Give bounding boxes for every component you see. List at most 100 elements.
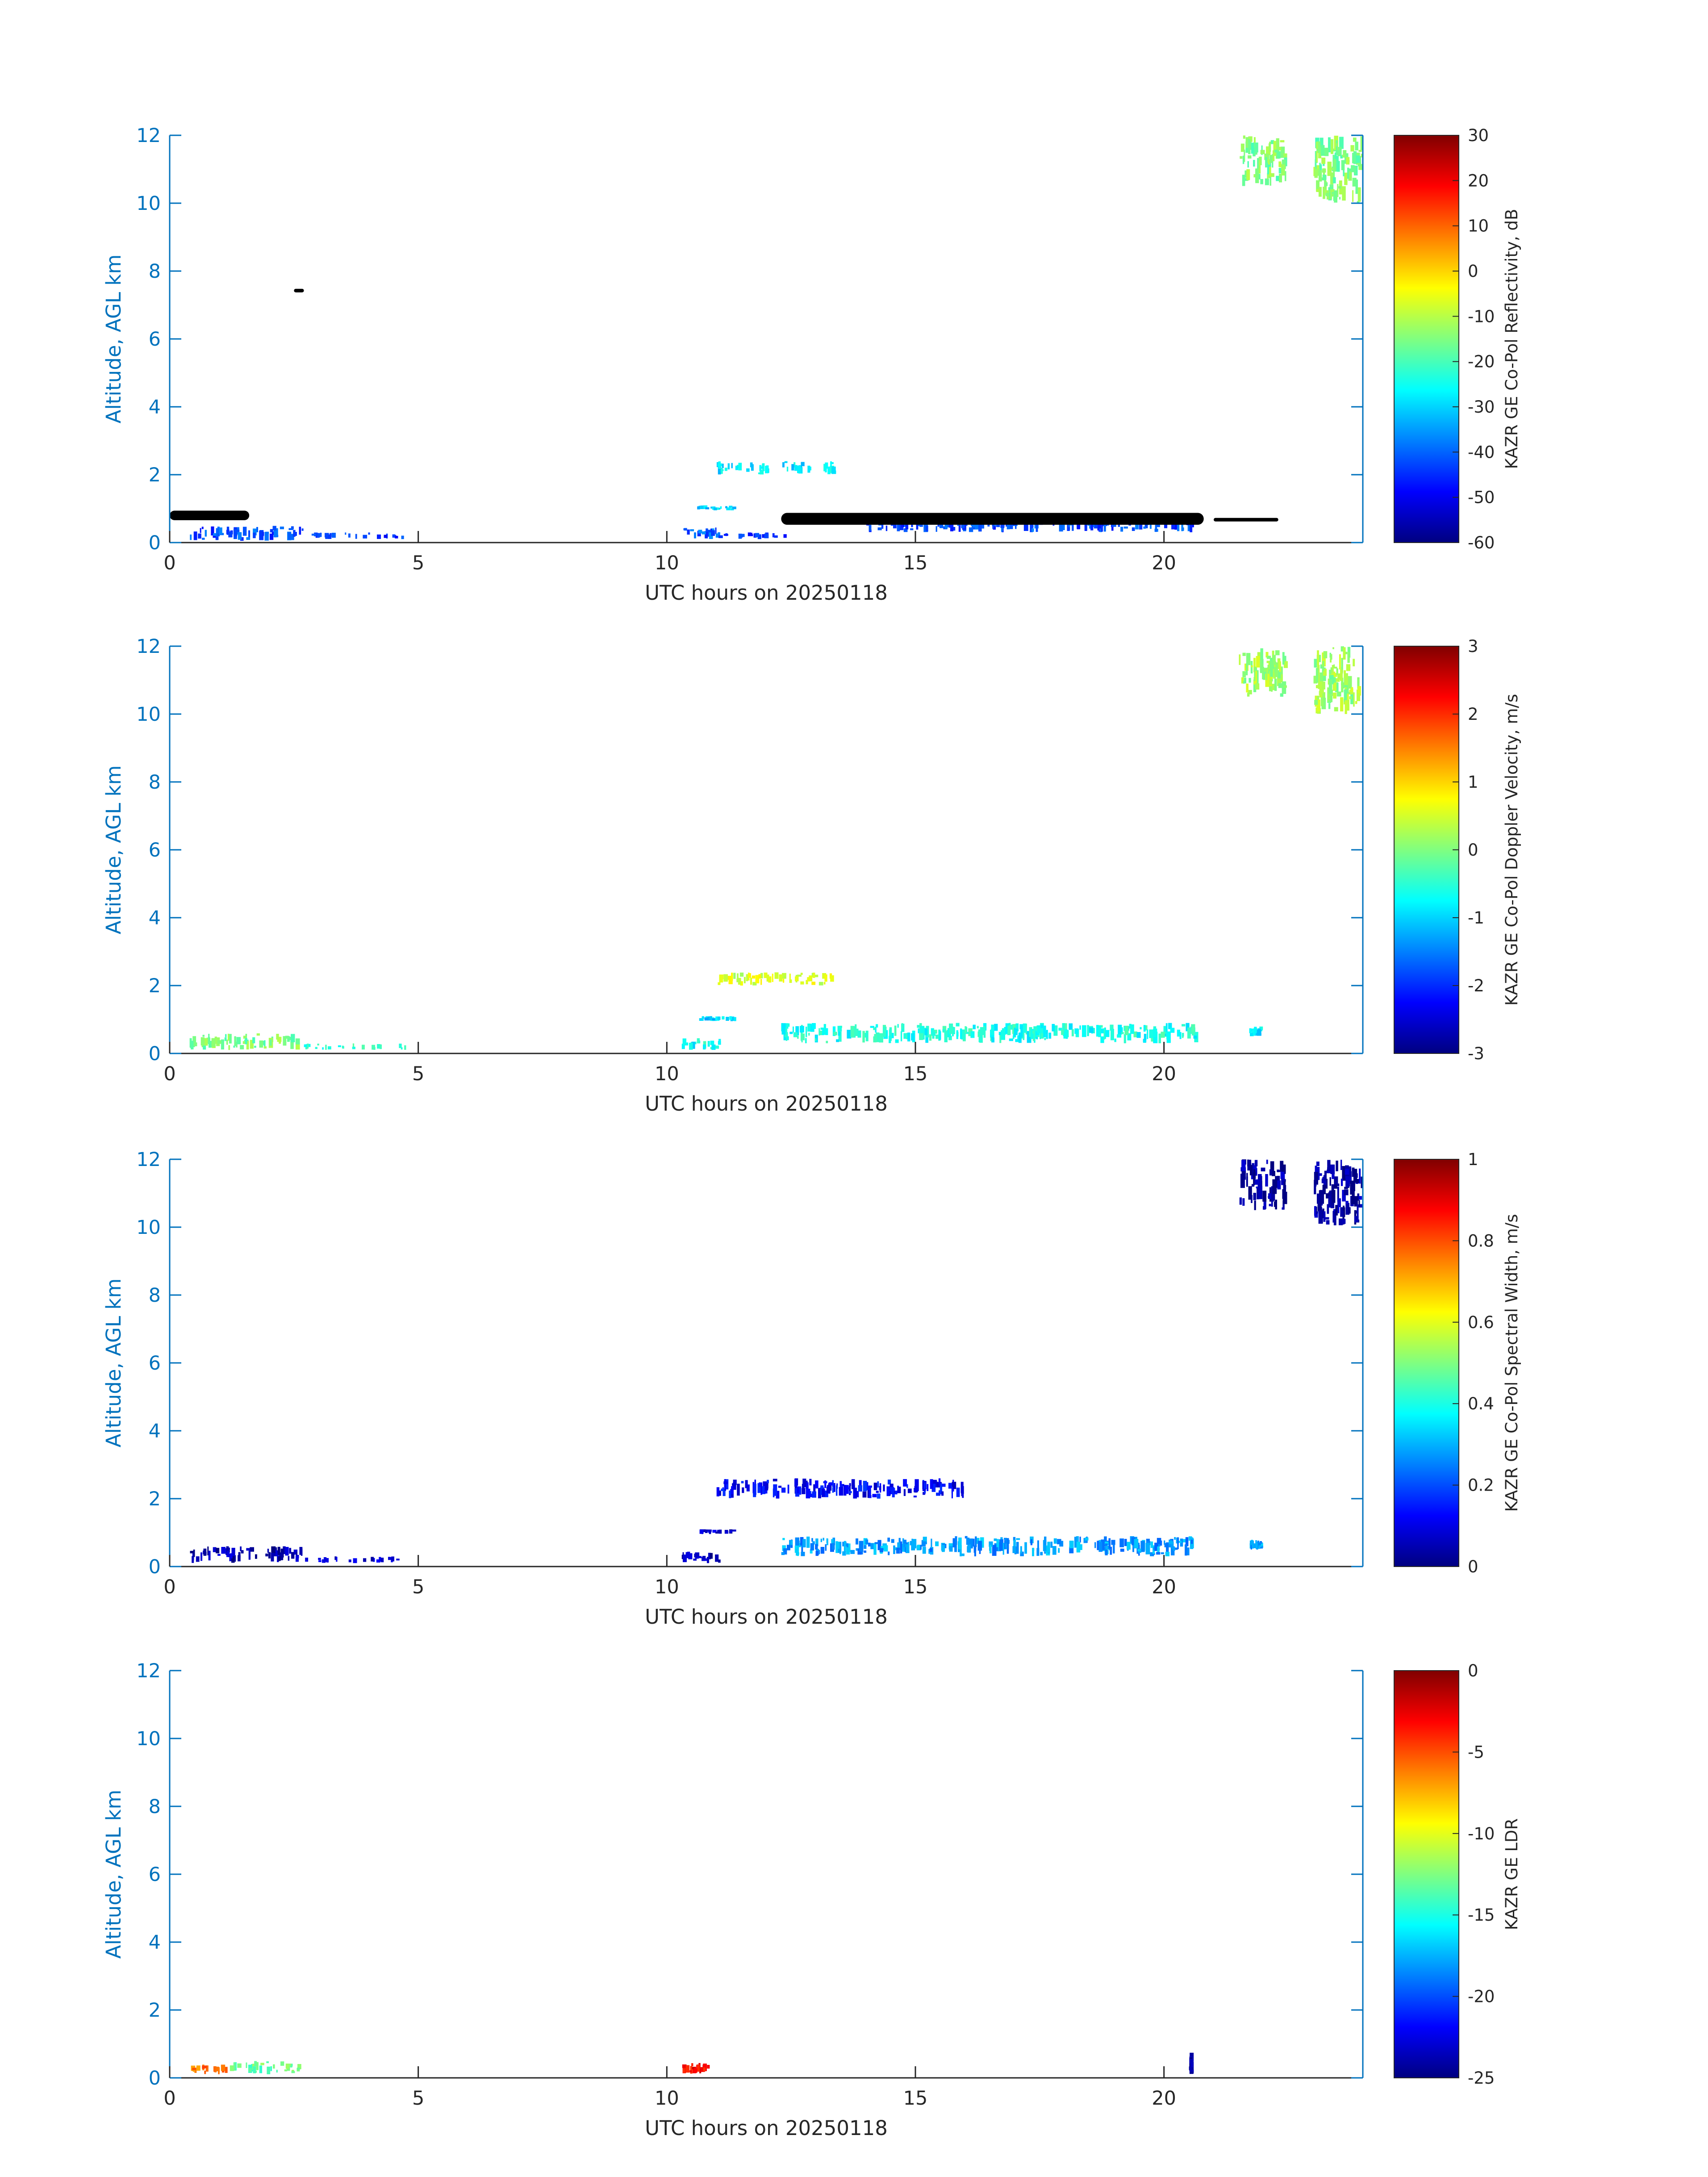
black-mask-11 <box>294 288 304 292</box>
x-axis-label: UTC hours on 20250118 <box>645 581 888 605</box>
y-tick-label: 0 <box>149 532 161 554</box>
y-tick-label: 4 <box>149 1931 161 1954</box>
x-tick-label: 10 <box>655 2087 679 2110</box>
colorbar-tick-label: 0 <box>1468 840 1478 860</box>
echo-1 <box>305 1556 400 1563</box>
colorbar-tick-label: -30 <box>1468 397 1495 417</box>
echo-layer <box>190 1159 1363 1563</box>
colorbar-tick-label: -3 <box>1468 1044 1484 1063</box>
echo-5 <box>781 1536 1194 1557</box>
x-axis-label: UTC hours on 20250118 <box>645 1605 888 1629</box>
x-tick-label: 15 <box>903 552 928 574</box>
x-tick-label: 0 <box>163 1063 175 1085</box>
colorbar-label: KAZR GE LDR <box>1502 1818 1521 1930</box>
colorbar-tick-label: 0.2 <box>1468 1476 1494 1495</box>
colorbar-tick-label: -1 <box>1468 908 1484 928</box>
echo-0 <box>230 2061 301 2074</box>
colorbar-tick-label: -5 <box>1468 1742 1484 1762</box>
y-tick-label: 8 <box>149 771 161 794</box>
colorbar-gradient <box>1394 646 1459 1054</box>
colorbar-gradient <box>1394 1159 1459 1567</box>
x-tick-label: 10 <box>655 1576 679 1598</box>
x-tick-label: 5 <box>412 1576 424 1598</box>
x-tick-label: 20 <box>1152 1063 1176 1085</box>
colorbar: 1 0.8 0.6 0.4 0.2 0 KAZR GE Co-Pol Spectral Wi… <box>1394 1150 1521 1576</box>
colorbar-tick-label: -60 <box>1468 533 1495 552</box>
echo-4 <box>697 505 736 510</box>
echo-1 <box>191 2064 228 2074</box>
x-axis-label: UTC hours on 20250118 <box>645 2116 888 2140</box>
colorbar-tick-label: 0 <box>1468 1661 1478 1680</box>
x-tick-label: 5 <box>412 2087 424 2110</box>
echo-0 <box>189 1033 300 1050</box>
colorbar: 0 -5 -10 -15 -20 -25 KAZR GE LDR <box>1394 1661 1521 2088</box>
y-tick-label: 2 <box>149 464 161 486</box>
y-tick-label: 8 <box>149 260 161 283</box>
y-tick-label: 2 <box>149 1488 161 1510</box>
black-mask-10 <box>781 513 1204 525</box>
colorbar-tick-label: 1 <box>1468 1150 1478 1169</box>
colorbar-tick-label: -40 <box>1468 443 1495 462</box>
echo-4 <box>718 972 834 986</box>
y-tick-label: 6 <box>149 839 161 861</box>
x-tick-label: 5 <box>412 552 424 574</box>
echo-7 <box>1240 135 1287 186</box>
y-tick-label: 12 <box>136 125 161 147</box>
colorbar-label: KAZR GE Co-Pol Doppler Velocity, m/s <box>1502 694 1521 1006</box>
colorbar-tick-label: -2 <box>1468 976 1484 995</box>
y-tick-label: 8 <box>149 1796 161 1818</box>
colorbar-tick-label: -10 <box>1468 1824 1495 1843</box>
echo-4 <box>716 1478 964 1499</box>
colorbar-tick-label: 0.4 <box>1468 1394 1494 1413</box>
x-tick-label: 0 <box>163 1576 175 1598</box>
y-tick-label: 6 <box>149 328 161 351</box>
echo-layer <box>189 646 1361 1050</box>
colorbar-tick-label: -25 <box>1468 2068 1495 2088</box>
echo-8 <box>1313 646 1361 714</box>
x-tick-label: 20 <box>1152 1576 1176 1598</box>
colorbar-tick-label: 20 <box>1468 171 1489 190</box>
y-tick-label: 2 <box>149 975 161 997</box>
panel-ldr: 0 2 4 6 8 10 12 0 5 10 15 20 UTC hours on 20250118 Al… <box>102 1660 1521 2140</box>
x-axis-label: UTC hours on 20250118 <box>645 1092 888 1116</box>
x-tick-label: 5 <box>412 1063 424 1085</box>
y-tick-label: 8 <box>149 1284 161 1307</box>
x-tick-label: 0 <box>163 552 175 574</box>
y-tick-label: 0 <box>149 1043 161 1065</box>
colorbar-label: KAZR GE Co-Pol Spectral Width, m/s <box>1502 1214 1521 1512</box>
x-tick-label: 0 <box>163 2087 175 2110</box>
y-tick-label: 2 <box>149 1999 161 2022</box>
x-tick-label: 15 <box>903 1063 928 1085</box>
colorbar-tick-label: 2 <box>1468 705 1478 724</box>
y-axis-label: Altitude, AGL km <box>102 765 125 935</box>
colorbar-tick-label: -10 <box>1468 307 1495 326</box>
echo-1 <box>304 1043 406 1050</box>
echo-8 <box>1313 135 1363 203</box>
echo-6 <box>1249 1026 1263 1036</box>
y-tick-label: 0 <box>149 1556 161 1578</box>
colorbar-tick-label: -20 <box>1468 1987 1495 2006</box>
y-tick-label: 4 <box>149 907 161 929</box>
echo-3 <box>699 1016 736 1021</box>
echo-0 <box>190 1546 303 1563</box>
colorbar-tick-label: -20 <box>1468 352 1495 372</box>
echo-layer <box>191 2052 1194 2074</box>
colorbar-tick-label: 3 <box>1468 637 1478 656</box>
black-mask-12 <box>1214 518 1278 522</box>
y-tick-label: 12 <box>136 635 161 658</box>
x-tick-label: 10 <box>655 1063 679 1085</box>
y-tick-label: 0 <box>149 2067 161 2089</box>
colorbar-tick-label: 0 <box>1468 1557 1478 1576</box>
x-tick-label: 20 <box>1152 2087 1176 2110</box>
echo-5 <box>716 461 836 475</box>
colorbar-label: KAZR GE Co-Pol Reflectivity, dB <box>1502 209 1521 469</box>
colorbar-tick-label: 10 <box>1468 217 1489 236</box>
y-tick-label: 10 <box>136 703 161 726</box>
y-tick-label: 12 <box>136 1660 161 1682</box>
echo-3 <box>1189 2052 1194 2074</box>
y-tick-label: 4 <box>149 1420 161 1442</box>
colorbar-tick-label: 0.8 <box>1468 1231 1494 1250</box>
y-tick-label: 6 <box>149 1352 161 1375</box>
